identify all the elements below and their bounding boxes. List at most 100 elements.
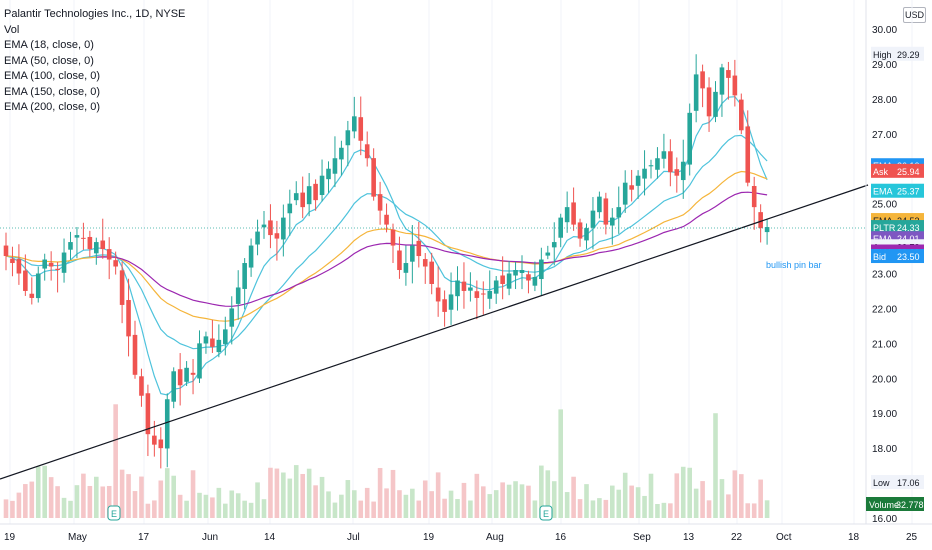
legend-indicator-ema150[interactable]: EMA (150, close, 0) (4, 85, 100, 98)
candle-body[interactable] (119, 270, 125, 305)
annotation-label[interactable]: bullish pin bar (766, 260, 822, 270)
legend-indicator-ema18[interactable]: EMA (18, close, 0) (4, 39, 94, 51)
candle-body[interactable] (719, 67, 725, 95)
candle-body[interactable] (584, 228, 589, 241)
candle-body[interactable] (648, 165, 654, 167)
candle-body[interactable] (293, 193, 299, 201)
candle-body[interactable] (422, 259, 428, 267)
candle-body[interactable] (274, 233, 280, 239)
candle-body[interactable] (687, 112, 692, 165)
candle-body[interactable] (435, 287, 441, 302)
candle-body[interactable] (100, 240, 106, 250)
candle-body[interactable] (177, 369, 183, 386)
candle-body[interactable] (197, 343, 202, 379)
candle-body[interactable] (371, 158, 376, 197)
candle-body[interactable] (281, 217, 286, 240)
candle-body[interactable] (216, 339, 222, 353)
candle-body[interactable] (94, 242, 99, 254)
candle-body[interactable] (481, 293, 486, 295)
candle-body[interactable] (526, 274, 531, 281)
candle-body[interactable] (493, 280, 499, 294)
candle-body[interactable] (474, 291, 480, 298)
candle-body[interactable] (248, 245, 254, 268)
candle-body[interactable] (732, 75, 738, 96)
candle-body[interactable] (622, 182, 628, 205)
candle-body[interactable] (326, 168, 331, 180)
candle-body[interactable] (68, 242, 73, 250)
candle-body[interactable] (87, 236, 93, 250)
candle-body[interactable] (210, 338, 215, 347)
price-badge-high[interactable]: High 29.29 (871, 46, 924, 61)
candle-body[interactable] (29, 293, 35, 298)
candle-body[interactable] (429, 261, 434, 284)
ema-18-line[interactable] (5, 96, 768, 396)
candle-body[interactable] (487, 290, 493, 299)
candle-body[interactable] (10, 258, 15, 264)
candle-body[interactable] (668, 151, 673, 173)
candle-body[interactable] (758, 212, 763, 229)
candle-body[interactable] (500, 275, 505, 284)
candle-body[interactable] (590, 210, 596, 228)
candle-body[interactable] (55, 268, 60, 271)
candle-body[interactable] (319, 175, 325, 196)
candle-body[interactable] (597, 196, 602, 213)
candle-body[interactable] (377, 194, 383, 211)
candle-body[interactable] (616, 207, 622, 218)
candle-body[interactable] (313, 183, 318, 201)
candle-body[interactable] (448, 294, 454, 310)
candle-body[interactable] (48, 262, 54, 267)
candle-body[interactable] (113, 260, 118, 267)
candle-body[interactable] (61, 252, 67, 273)
ema-150-line[interactable] (96, 191, 768, 307)
candle-body[interactable] (139, 376, 144, 396)
candle-body[interactable] (332, 158, 338, 174)
candle-body[interactable] (358, 117, 364, 141)
candle-body[interactable] (455, 280, 460, 297)
candle-body[interactable] (461, 281, 467, 291)
candle-body[interactable] (661, 151, 667, 159)
candle-body[interactable] (384, 214, 389, 225)
price-badge-ema[interactable]: EMA 25.37 (871, 183, 924, 198)
candle-body[interactable] (571, 202, 576, 225)
candle-body[interactable] (300, 192, 305, 208)
candle-body[interactable] (610, 217, 615, 226)
candle-body[interactable] (655, 158, 660, 170)
candle-body[interactable] (513, 270, 518, 276)
price-badge-bid[interactable]: Bid 23.50 (871, 249, 924, 264)
candle-body[interactable] (539, 259, 544, 280)
candle-body[interactable] (726, 70, 731, 78)
candle-body[interactable] (106, 249, 112, 260)
candle-body[interactable] (261, 224, 267, 228)
candle-body[interactable] (558, 217, 563, 238)
candle-body[interactable] (255, 231, 260, 245)
legend-title[interactable]: Palantir Technologies Inc., 1D, NYSE (4, 8, 186, 20)
candle-body[interactable] (397, 250, 402, 271)
candle-body[interactable] (519, 270, 525, 273)
candle-body[interactable] (23, 270, 28, 291)
candle-body[interactable] (81, 237, 86, 239)
candle-body[interactable] (468, 287, 473, 291)
candle-body[interactable] (545, 252, 551, 256)
candle-body[interactable] (551, 242, 557, 248)
candle-body[interactable] (203, 336, 209, 344)
candle-body[interactable] (287, 203, 293, 214)
candle-body[interactable] (416, 240, 422, 257)
candle-body[interactable] (629, 185, 634, 190)
candle-body[interactable] (339, 147, 344, 160)
trendline[interactable] (0, 184, 869, 480)
candle-body[interactable] (152, 435, 157, 445)
candle-body[interactable] (345, 130, 351, 146)
earnings-icon[interactable] (539, 505, 553, 521)
candle-body[interactable] (410, 245, 415, 262)
currency-button[interactable]: USD (903, 7, 926, 23)
price-badge-pltr[interactable]: PLTR 24.33 (871, 220, 924, 235)
candle-body[interactable] (564, 207, 570, 223)
candle-body[interactable] (674, 169, 680, 176)
candle-body[interactable] (235, 287, 241, 304)
candle-body[interactable] (158, 439, 164, 449)
candle-body[interactable] (3, 245, 9, 257)
candle-body[interactable] (532, 276, 538, 286)
candle-body[interactable] (706, 87, 712, 117)
